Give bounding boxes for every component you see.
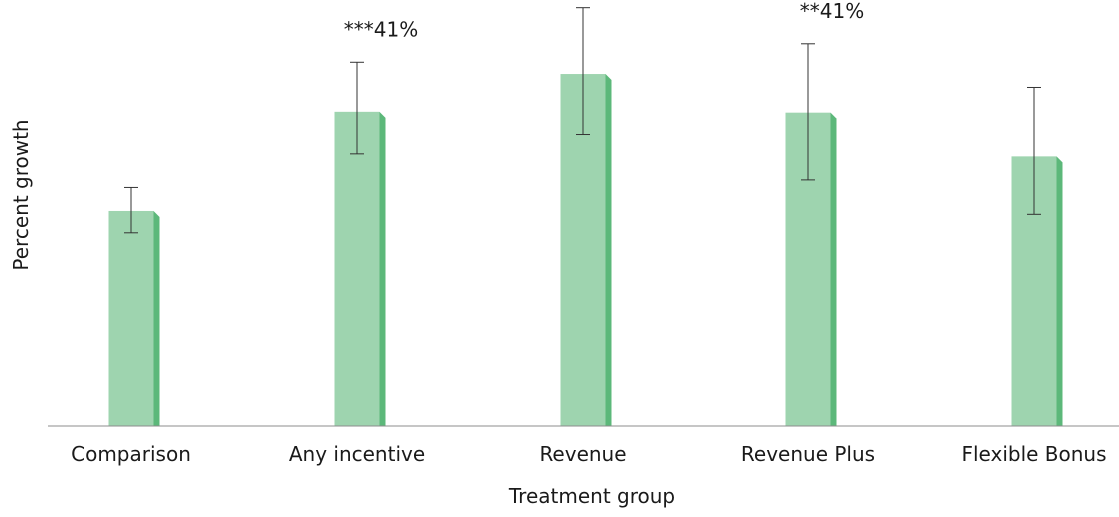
x-tick-label: Revenue — [539, 442, 626, 466]
x-tick-label: Flexible Bonus — [961, 442, 1106, 466]
bar-any-incentive — [334, 111, 380, 426]
error-bar — [1027, 86, 1041, 215]
bars-layer — [108, 74, 1063, 427]
bar-side-flexible-bonus — [1056, 156, 1063, 427]
bar-side-revenue — [605, 74, 612, 426]
bar-side-comparison — [153, 210, 160, 426]
error-bar — [350, 61, 364, 155]
error-bar — [124, 186, 138, 234]
data-labels: ***41%***46%**41% — [344, 0, 864, 41]
x-axis-title: Treatment group — [508, 484, 675, 508]
error-bar — [576, 7, 590, 136]
x-tick-label: Comparison — [71, 442, 191, 466]
y-axis-title: Percent growth — [9, 119, 33, 270]
data-label: **41% — [800, 0, 864, 23]
x-tick-labels: Comparison Any incentive Revenue Revenue Pl… — [71, 442, 1106, 466]
x-tick-label: Revenue Plus — [741, 442, 875, 466]
x-tick-label: Any incentive — [289, 442, 425, 466]
error-bar — [801, 43, 815, 181]
error-bars-layer — [124, 7, 1041, 234]
bar-side-any-incentive — [379, 111, 386, 426]
data-label: ***41% — [344, 17, 418, 41]
bar-side-revenue-plus — [830, 112, 837, 427]
bar-comparison — [108, 210, 154, 426]
